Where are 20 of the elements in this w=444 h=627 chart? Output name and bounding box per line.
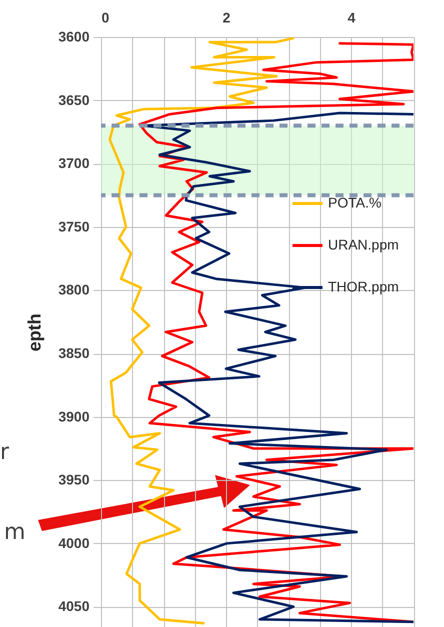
y-tick-label: 3650: [58, 92, 90, 108]
x-tick-label: 4: [348, 10, 356, 26]
line-series: [108, 37, 294, 624]
y-tick-label: 3800: [58, 282, 90, 298]
y-axis-title: epth: [24, 314, 44, 352]
y-tick-label: 3700: [58, 155, 90, 172]
y-tick-label: 4000: [58, 534, 90, 551]
y-tick-label: 4050: [58, 598, 90, 614]
legend-label: THOR.ppm: [328, 278, 399, 294]
y-tick-label: 3900: [58, 408, 90, 424]
y-tick-label: 3600: [58, 28, 90, 44]
y-tick-label: 3750: [58, 218, 90, 234]
text: r: [0, 440, 10, 465]
x-tick-label: 2: [222, 10, 231, 26]
y-tick-label: 3950: [58, 472, 90, 488]
legend-label: URAN.ppm: [328, 236, 399, 252]
y-tick-label: 3850: [58, 345, 90, 362]
text: m: [4, 520, 26, 545]
legend-label: POTA.%: [328, 194, 382, 210]
x-tick-label: 0: [102, 10, 110, 26]
